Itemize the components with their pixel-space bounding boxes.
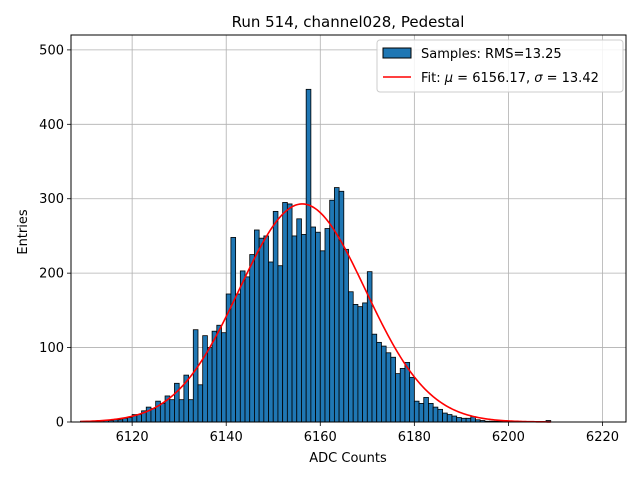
histogram-bar	[202, 335, 208, 423]
histogram-bar	[357, 306, 364, 423]
histogram-bar	[136, 414, 142, 423]
histogram-bar	[277, 265, 284, 423]
histogram-bar	[413, 400, 420, 423]
histogram-bar	[230, 237, 237, 423]
x-tick-label: 6160	[304, 430, 337, 445]
histogram-bar	[423, 397, 429, 423]
histogram-bar	[188, 399, 194, 423]
legend-box	[376, 39, 624, 93]
histogram-bar	[286, 203, 293, 423]
legend-sigma-symbol: σ	[534, 71, 543, 86]
histogram-bar	[460, 417, 467, 423]
y-tick-label: 500	[39, 43, 64, 58]
histogram-bar	[428, 402, 434, 423]
histogram-bar	[221, 332, 227, 423]
histogram-bar	[258, 237, 265, 423]
histogram-bar	[409, 376, 415, 423]
legend-fit-label: Fit: μ = 6156.17, σ = 13.42	[421, 71, 599, 86]
legend-samples-label: Samples: RMS=13.25	[421, 47, 562, 62]
histogram-bar	[319, 250, 326, 423]
x-tick-label: 6180	[398, 430, 431, 445]
histogram-bar	[399, 368, 406, 423]
plot-area: 6120 6140 6160 6180 6200 6220 0 100 200 300 400 50…	[39, 34, 627, 445]
histogram-bar	[404, 362, 411, 423]
histogram-bar	[197, 384, 204, 423]
histogram-bar	[333, 187, 340, 423]
histogram-bar	[456, 417, 462, 423]
histogram-bar	[362, 302, 368, 423]
legend-samples-swatch	[382, 47, 412, 59]
y-axis-label: Entries	[16, 209, 31, 255]
histogram-bar	[446, 414, 453, 423]
y-tick-label: 300	[39, 192, 64, 207]
legend-sigma-value: = 13.42	[542, 71, 598, 86]
histogram-bar	[432, 406, 439, 423]
histogram-bar	[127, 417, 133, 423]
histogram-bar	[282, 202, 288, 423]
histogram-bar	[178, 399, 185, 423]
y-axis-ticks: 0 100 200 300 400 500	[39, 43, 71, 431]
chart-title: Run 514, channel028, Pedestal	[232, 13, 465, 31]
histogram-bar	[338, 190, 345, 423]
histogram-bar	[442, 412, 448, 423]
histogram-bar	[150, 408, 157, 423]
histogram-bar	[343, 248, 349, 423]
histogram-bar	[263, 235, 269, 423]
histogram-bar	[465, 417, 472, 423]
histogram-bar	[211, 330, 218, 423]
y-tick-label: 0	[56, 416, 64, 431]
histogram-bar	[235, 293, 241, 423]
histogram-bar	[395, 373, 401, 423]
legend: Samples: RMS=13.25 Fit: μ = 6156.17, σ =…	[376, 39, 624, 93]
histogram-bar	[206, 347, 213, 423]
histogram-bar	[310, 226, 316, 423]
y-tick-label: 200	[39, 267, 64, 282]
histogram-bar	[296, 218, 302, 423]
y-tick-label: 400	[39, 118, 64, 133]
histogram-bar	[239, 270, 246, 423]
histogram-bar	[348, 291, 354, 423]
histogram-bar	[329, 199, 335, 423]
histogram-bar	[301, 234, 307, 423]
histogram-bar	[291, 235, 298, 423]
histogram-bar	[371, 333, 378, 423]
legend-mu-value: = 6156.17,	[453, 71, 534, 86]
gaussian-fit-curve	[80, 203, 551, 423]
legend-fit-prefix: Fit:	[421, 71, 445, 86]
axes-frame	[70, 34, 627, 423]
histogram-bar	[437, 408, 443, 423]
histogram-bar	[254, 229, 260, 423]
histogram-bar	[272, 210, 279, 423]
histogram-bar	[451, 415, 458, 423]
histogram-bar	[315, 231, 321, 423]
histogram-bar	[159, 402, 166, 423]
histogram-bar	[192, 329, 199, 423]
histogram-bar	[305, 88, 312, 423]
histogram-bar	[418, 402, 425, 423]
histogram-bar	[268, 261, 274, 423]
histogram-bar	[376, 341, 382, 423]
histogram-bar	[216, 324, 222, 423]
histogram-bar	[249, 254, 255, 423]
histogram-bar	[324, 228, 331, 423]
histogram-bar	[390, 356, 396, 423]
histogram-bar	[169, 399, 175, 423]
histogram-bar	[244, 276, 251, 423]
x-tick-label: 6140	[210, 430, 243, 445]
legend-mu-symbol: μ	[444, 71, 453, 86]
x-tick-label: 6200	[492, 430, 525, 445]
x-axis-label: ADC Counts	[309, 451, 387, 466]
histogram-bar	[385, 352, 392, 423]
x-axis-ticks: 6120 6140 6160 6180 6200 6220	[116, 422, 619, 445]
x-tick-label: 6220	[586, 430, 619, 445]
histogram-bar	[381, 345, 387, 423]
histogram-bar	[352, 304, 359, 423]
y-tick-label: 100	[39, 341, 64, 356]
x-tick-label: 6120	[116, 430, 149, 445]
